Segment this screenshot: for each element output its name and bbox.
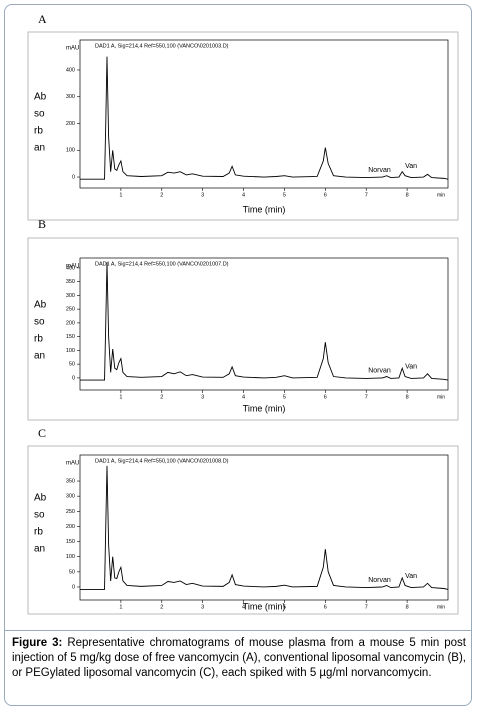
panel-frame <box>27 237 459 421</box>
x-tick-label: 5 <box>283 604 286 610</box>
header: DAD1 A, Sig=214,4 Ref=550,100 (VANCO\020… <box>95 261 229 267</box>
y-unit: mAU <box>66 46 79 52</box>
x-tick-label: 6 <box>324 394 327 400</box>
y-axis-label: rb <box>34 126 43 137</box>
chart: A DAD1 A, Sig=214,4 Ref=550,100 (VANCO\02… <box>27 12 459 615</box>
annotation: Norvan <box>368 577 391 584</box>
annotation: Norvan <box>368 368 391 375</box>
panel-frame <box>27 445 459 615</box>
y-tick-label: 50 <box>69 569 75 575</box>
y-axis-label: Ab <box>34 300 47 311</box>
header: DAD1 A, Sig=214,4 Ref=550,100 (VANCO\020… <box>95 458 229 464</box>
annotation: Van <box>405 364 417 371</box>
panel-frame <box>27 31 459 221</box>
plot-area <box>79 257 449 391</box>
y-unit: mAU <box>66 264 79 270</box>
y-tick-label: 0 <box>72 375 75 381</box>
y-axis-label: Ab <box>34 493 47 504</box>
y-tick-label: 300 <box>66 293 75 299</box>
y-tick-label: 400 <box>66 265 75 271</box>
y-tick-label: 350 <box>66 279 75 285</box>
y-tick-label: 150 <box>66 539 75 545</box>
x-tick-label: 5 <box>283 394 286 400</box>
plot-area <box>79 39 449 189</box>
caption: Figure 3: Representative chromatograms o… <box>12 636 466 681</box>
header: DAD1 A, Sig=214,4 Ref=550,100 (VANCO\020… <box>95 43 229 49</box>
figure-frame <box>4 4 472 706</box>
trace <box>80 465 449 590</box>
y-tick-label: 350 <box>66 478 75 484</box>
x-tick-label: 5 <box>283 192 286 198</box>
y-axis-label: rb <box>34 527 43 538</box>
y-tick-label: 200 <box>66 320 75 326</box>
y-tick-label: 300 <box>66 494 75 500</box>
trace <box>80 56 449 180</box>
x-tick-label: 8 <box>406 604 409 610</box>
y-axis-label: so <box>34 109 45 120</box>
x-unit: min <box>437 604 445 610</box>
y-tick-label: 200 <box>66 524 75 530</box>
panel-label: C <box>38 426 46 440</box>
y-tick-label: 0 <box>72 584 75 590</box>
y-tick-label: 250 <box>66 307 75 313</box>
y-tick-label: 300 <box>66 94 75 100</box>
x-unit: min <box>437 192 445 198</box>
y-axis-label: an <box>34 351 45 362</box>
x-tick-label: 1 <box>119 394 122 400</box>
y-tick-label: 250 <box>66 509 75 515</box>
x-axis-label: Time (min) <box>243 204 286 214</box>
trace <box>80 262 449 381</box>
caption-text: Representative chromatograms of mouse pl… <box>12 637 466 679</box>
x-tick-label: 7 <box>365 394 368 400</box>
x-tick-label: 8 <box>406 394 409 400</box>
y-tick-label: 400 <box>66 67 75 73</box>
x-tick-label: 3 <box>201 394 204 400</box>
y-tick-label: 0 <box>72 174 75 180</box>
annotation: Van <box>405 163 417 170</box>
plot-area <box>79 454 449 601</box>
y-tick-label: 100 <box>66 148 75 154</box>
x-axis-label: Time (min) <box>243 403 286 413</box>
y-axis-label: Ab <box>34 92 47 103</box>
y-axis-label: so <box>34 317 45 328</box>
x-tick-label: 3 <box>201 604 204 610</box>
x-tick-label: 6 <box>324 604 327 610</box>
y-axis-label: an <box>34 544 45 555</box>
x-tick-label: 1 <box>119 192 122 198</box>
panel-label: A <box>38 12 47 26</box>
x-tick-label: 3 <box>201 192 204 198</box>
x-axis-label: Time (min) <box>243 601 286 611</box>
annotation: Norvan <box>368 167 391 174</box>
y-axis-label: an <box>34 143 45 154</box>
y-tick-label: 100 <box>66 554 75 560</box>
x-tick-label: 2 <box>160 192 163 198</box>
x-tick-label: 8 <box>406 192 409 198</box>
y-axis-label: rb <box>34 334 43 345</box>
x-tick-label: 1 <box>119 604 122 610</box>
x-tick-label: 7 <box>365 604 368 610</box>
y-tick-label: 100 <box>66 348 75 354</box>
separator <box>5 630 471 631</box>
x-tick-label: 4 <box>242 192 245 198</box>
y-axis-label: so <box>34 510 45 521</box>
x-tick-label: 2 <box>160 394 163 400</box>
y-tick-label: 200 <box>66 121 75 127</box>
x-tick-label: 4 <box>242 394 245 400</box>
x-tick-label: 6 <box>324 192 327 198</box>
x-tick-label: 4 <box>242 604 245 610</box>
y-unit: mAU <box>66 461 79 467</box>
x-tick-label: 2 <box>160 604 163 610</box>
annotation: Van <box>405 573 417 580</box>
x-unit: min <box>437 394 445 400</box>
caption-label: Figure 3: <box>12 637 63 649</box>
y-tick-label: 50 <box>69 362 75 368</box>
x-tick-label: 7 <box>365 192 368 198</box>
panel-label: B <box>38 217 46 231</box>
y-tick-label: 150 <box>66 334 75 340</box>
